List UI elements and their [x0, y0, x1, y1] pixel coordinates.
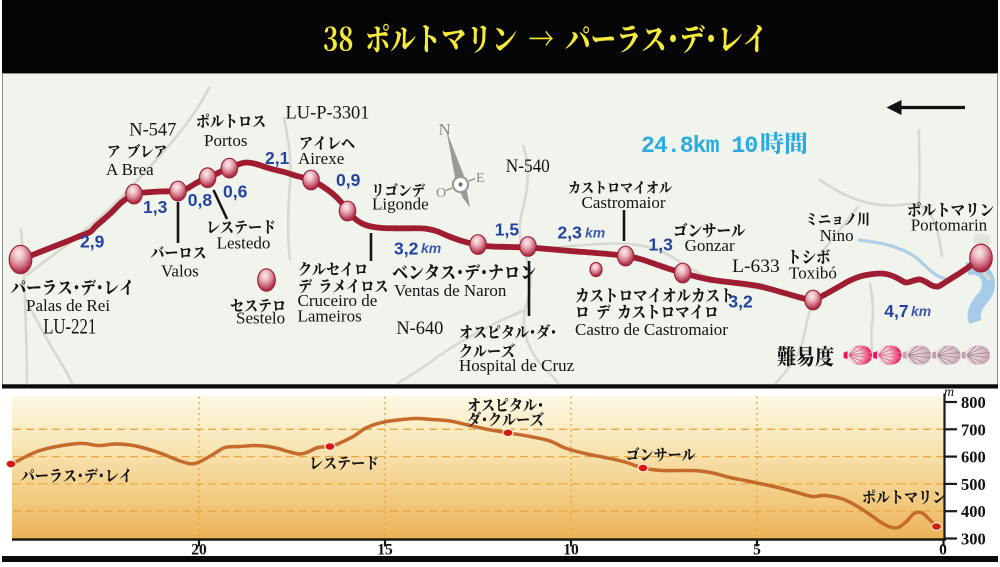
svg-text:km: km — [911, 303, 931, 319]
svg-text:N: N — [439, 120, 451, 139]
svg-text:Castromaior: Castromaior — [582, 193, 666, 212]
svg-text:Lestedo: Lestedo — [217, 234, 271, 253]
svg-text:km: km — [421, 240, 441, 256]
svg-text:L-633: L-633 — [732, 256, 780, 277]
svg-text:Ligonde: Ligonde — [372, 195, 429, 214]
svg-text:24.8km 10: 24.8km 10 — [641, 133, 757, 159]
svg-text:2,9: 2,9 — [80, 232, 105, 252]
svg-text:800: 800 — [961, 393, 986, 412]
svg-text:Cruceiro de: Cruceiro de — [298, 291, 378, 310]
svg-text:O: O — [436, 186, 446, 201]
svg-text:Hospital de Cruz: Hospital de Cruz — [459, 356, 575, 375]
svg-text:700: 700 — [961, 420, 986, 439]
svg-text:LU-221: LU-221 — [43, 314, 96, 339]
svg-text:N-540: N-540 — [506, 156, 550, 177]
svg-text:0: 0 — [939, 542, 947, 559]
svg-text:Toxibó: Toxibó — [789, 264, 837, 283]
svg-text:Portos: Portos — [204, 131, 247, 150]
svg-text:15: 15 — [377, 542, 393, 559]
svg-text:0,9: 0,9 — [336, 170, 361, 190]
svg-text:1,3: 1,3 — [649, 235, 674, 255]
svg-text:Castro de Castromaior: Castro de Castromaior — [575, 320, 728, 339]
svg-text:5: 5 — [753, 542, 761, 559]
svg-text:Lameiros: Lameiros — [298, 307, 362, 326]
svg-text:300: 300 — [961, 530, 986, 549]
svg-text:20: 20 — [191, 542, 207, 559]
svg-text:Portomarin: Portomarin — [911, 216, 988, 235]
svg-text:E: E — [476, 171, 485, 186]
svg-text:Gonzar: Gonzar — [685, 236, 735, 255]
svg-text:10: 10 — [563, 542, 579, 559]
svg-text:600: 600 — [961, 448, 986, 467]
svg-text:km: km — [585, 225, 605, 241]
svg-text:A Brea: A Brea — [106, 160, 154, 179]
svg-text:Ventas de Naron: Ventas de Naron — [394, 281, 507, 300]
svg-text:3,2: 3,2 — [394, 239, 419, 259]
svg-text:Airexe: Airexe — [298, 149, 344, 168]
svg-text:3,2: 3,2 — [728, 292, 753, 312]
svg-text:N-640: N-640 — [396, 318, 443, 339]
svg-text:2,3: 2,3 — [558, 223, 583, 243]
svg-text:Sestelo: Sestelo — [236, 309, 285, 328]
svg-text:Palas de Rei: Palas de Rei — [26, 296, 110, 315]
svg-text:N-547: N-547 — [129, 120, 176, 141]
svg-text:0,8: 0,8 — [188, 190, 213, 210]
svg-text:Valos: Valos — [161, 262, 199, 281]
svg-text:2,1: 2,1 — [265, 148, 290, 168]
svg-text:LU-P-3301: LU-P-3301 — [286, 103, 370, 124]
svg-text:0,6: 0,6 — [223, 182, 248, 202]
svg-text:500: 500 — [961, 475, 986, 494]
svg-text:1,3: 1,3 — [143, 197, 168, 217]
svg-text:400: 400 — [961, 502, 986, 521]
svg-text:Nino: Nino — [820, 226, 854, 245]
svg-text:4,7: 4,7 — [884, 301, 908, 321]
svg-text:1,5: 1,5 — [495, 220, 520, 240]
svg-text:m: m — [944, 385, 954, 400]
